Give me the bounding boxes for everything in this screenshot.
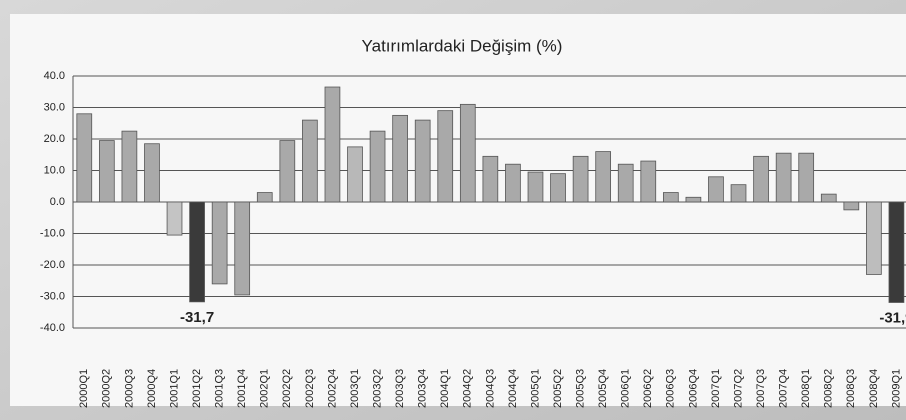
- x-tick-label: 2000Q2: [101, 369, 113, 408]
- x-tick-label: 2004Q2: [462, 369, 474, 408]
- x-tick-label: 2002Q3: [304, 369, 316, 408]
- x-tick-label: 2007Q1: [710, 369, 722, 408]
- y-tick-label: -20.0: [40, 259, 65, 271]
- bar: [166, 201, 183, 236]
- x-tick-label: 2004Q4: [507, 369, 519, 408]
- x-tick-label: 2000Q3: [123, 369, 135, 408]
- y-tick-label: 10.0: [44, 164, 65, 176]
- x-tick-label: 2007Q4: [778, 369, 790, 408]
- bar: [414, 119, 431, 203]
- x-tick-label: 2006Q1: [620, 369, 632, 408]
- x-tick-label: 2008Q2: [823, 369, 835, 408]
- x-tick-label: 2003Q4: [417, 369, 429, 408]
- bar: [482, 155, 499, 203]
- x-tick-label: 2008Q3: [845, 369, 857, 408]
- x-tick-label: 2005Q2: [552, 369, 564, 408]
- bar: [798, 152, 815, 203]
- bar: [211, 201, 228, 285]
- x-tick-label: 2001Q1: [168, 369, 180, 408]
- bar: [437, 110, 454, 203]
- x-tick-label: 2003Q3: [394, 369, 406, 408]
- x-tick-label: 2005Q3: [575, 369, 587, 408]
- bar: [121, 130, 138, 203]
- bar: [595, 151, 612, 203]
- bar: [144, 143, 160, 203]
- value-label: -31,9: [879, 309, 906, 326]
- x-tick-label: 2003Q1: [349, 369, 361, 408]
- x-tick-label: 2001Q3: [214, 369, 226, 408]
- x-tick-label: 2000Q1: [78, 369, 90, 408]
- x-tick-label: 2000Q4: [146, 369, 158, 408]
- x-tick-label: 2001Q2: [191, 369, 203, 408]
- x-tick-label: 2006Q3: [665, 369, 677, 408]
- bar: [189, 201, 205, 303]
- bar: [369, 130, 386, 203]
- y-tick-label: 30.0: [44, 101, 65, 113]
- x-tick-label: 2008Q4: [868, 369, 880, 408]
- x-tick-label: 2006Q4: [687, 369, 699, 408]
- x-tick-label: 2002Q4: [326, 369, 338, 408]
- x-tick-label: 2005Q4: [597, 369, 609, 408]
- chart-title: Yatırımlardaki Değişim (%): [362, 36, 563, 55]
- bar: [505, 163, 521, 203]
- y-tick-label: -10.0: [40, 227, 65, 239]
- y-tick-label: -30.0: [40, 290, 65, 302]
- x-tick-label: 2001Q4: [236, 369, 248, 408]
- bar: [459, 103, 476, 203]
- x-tick-label: 2003Q2: [371, 369, 383, 408]
- bar: [888, 201, 905, 303]
- x-tick-label: 2007Q3: [755, 369, 767, 408]
- bar: [708, 176, 724, 203]
- y-tick-label: -40.0: [40, 322, 65, 334]
- bar: [866, 201, 882, 275]
- bar: [279, 140, 296, 203]
- bar: [843, 201, 860, 211]
- bar: [527, 171, 544, 203]
- bar: [347, 146, 363, 203]
- bar: [234, 201, 251, 296]
- y-tick-label: 0.0: [50, 196, 65, 208]
- x-tick-label: 2005Q1: [529, 369, 541, 408]
- value-label: -31,7: [180, 309, 214, 326]
- bar: [572, 155, 589, 203]
- x-tick-label: 2004Q1: [439, 369, 451, 408]
- bar: [662, 192, 679, 203]
- x-tick-label: 2004Q3: [484, 369, 496, 408]
- bar: [775, 152, 792, 203]
- bar: [76, 113, 93, 203]
- x-tick-label: 2002Q2: [281, 369, 293, 408]
- bar: [753, 155, 769, 203]
- bar: [392, 114, 408, 203]
- bar: [617, 163, 634, 203]
- x-tick-label: 2009Q1: [890, 369, 902, 408]
- x-tick-label: 2007Q2: [732, 369, 744, 408]
- x-tick-label: 2006Q2: [642, 369, 654, 408]
- y-tick-label: 20.0: [44, 133, 65, 145]
- bar: [640, 160, 657, 203]
- bar: [685, 196, 702, 203]
- bar: [256, 192, 273, 203]
- bar: [730, 184, 747, 203]
- x-tick-label: 2008Q1: [800, 369, 812, 408]
- bar: [324, 86, 341, 203]
- x-tick-label: 2002Q1: [259, 369, 271, 408]
- bar: [820, 193, 837, 203]
- bar: [550, 173, 566, 203]
- bar: [302, 119, 318, 203]
- panel: [10, 14, 906, 406]
- y-tick-label: 40.0: [44, 70, 65, 82]
- bar: [98, 140, 115, 203]
